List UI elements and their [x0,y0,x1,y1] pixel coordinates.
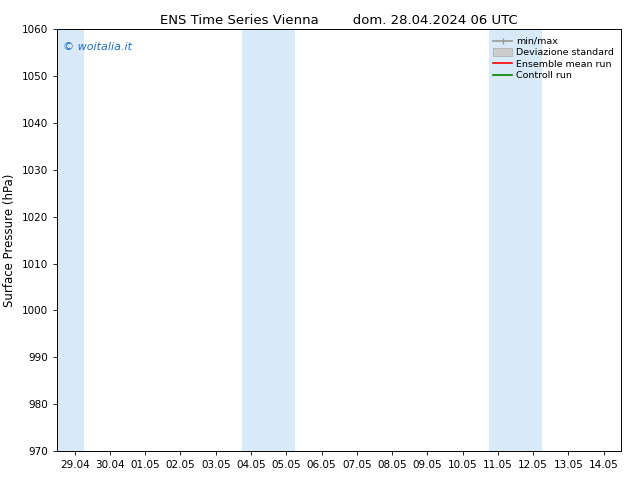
Bar [489,29,542,451]
Y-axis label: Surface Pressure (hPa): Surface Pressure (hPa) [3,173,16,307]
Title: ENS Time Series Vienna        dom. 28.04.2024 06 UTC: ENS Time Series Vienna dom. 28.04.2024 0… [160,14,518,27]
Bar [57,29,84,451]
Text: © woitalia.it: © woitalia.it [63,42,132,52]
Legend: min/max, Deviazione standard, Ensemble mean run, Controll run: min/max, Deviazione standard, Ensemble m… [490,34,617,83]
Bar [242,29,295,451]
